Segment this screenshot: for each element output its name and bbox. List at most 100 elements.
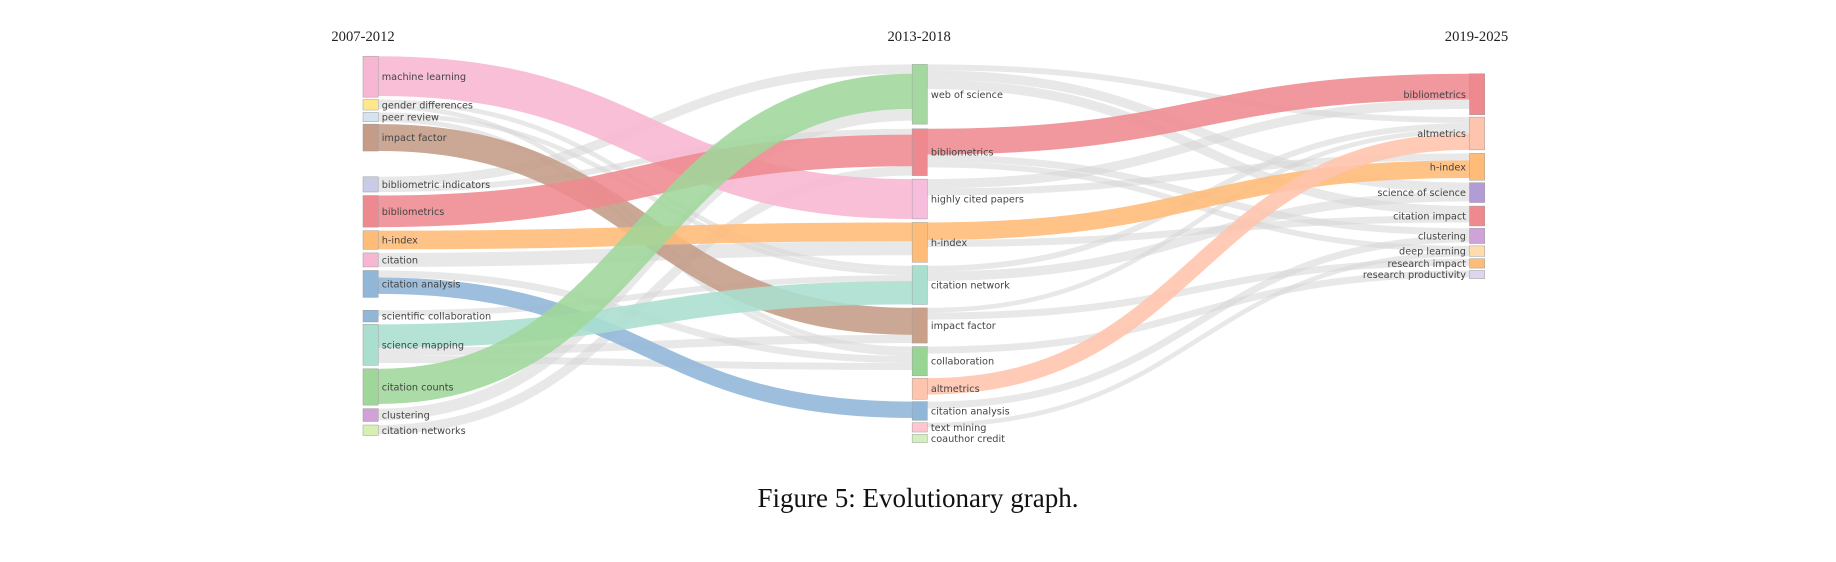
link-highly-cited-papers-to-bibliometrics: [927, 99, 1470, 189]
node-bar: [1469, 205, 1485, 227]
link-citation-analysis-to-clustering: [927, 235, 1470, 409]
link-bibliometrics-to-bibliometrics: [927, 73, 1470, 155]
node-label: citation counts: [382, 382, 454, 393]
node-citation: citation: [362, 252, 418, 268]
node-impact-factor: impact factor: [362, 123, 447, 152]
node-label: citation analysis: [382, 279, 461, 290]
node-label: citation: [382, 255, 418, 266]
node-bar: [362, 176, 379, 193]
node-label: science mapping: [382, 340, 464, 351]
node-label: highly cited papers: [931, 195, 1024, 206]
link-h-index-to-h-index: [927, 160, 1470, 241]
node-altmetrics: altmetrics: [1417, 116, 1485, 151]
link-science-mapping-to-citation-network: [378, 281, 913, 348]
link-impact-factor-to-altmetrics: [927, 128, 1470, 313]
node-science-mapping: science mapping: [362, 324, 464, 366]
node-machine-learning: machine learning: [362, 55, 466, 98]
node-bar: [362, 408, 379, 422]
node-bar: [362, 252, 379, 268]
node-citation-impact: citation impact: [1393, 205, 1485, 227]
node-bar: [911, 401, 928, 421]
node-label: research impact: [1388, 259, 1467, 270]
node-science-of-science: science of science: [1377, 182, 1485, 203]
link-text-mining-to-deep-learning: [927, 251, 1470, 428]
node-label: clustering: [1418, 231, 1466, 242]
node-clustering: clustering: [1418, 228, 1485, 244]
node-label: impact factor: [931, 321, 996, 332]
node-bar: [911, 178, 928, 220]
node-label: citation networks: [382, 426, 466, 437]
node-label: h-index: [1430, 162, 1466, 173]
node-label: impact factor: [382, 133, 447, 144]
node-bibliometric-indicators: bibliometric indicators: [362, 176, 490, 193]
node-label: scientific collaboration: [382, 312, 491, 323]
column-title-2007-2012: 2007-2012: [331, 29, 394, 45]
links-layer: [378, 56, 1470, 435]
node-bar: [1469, 245, 1485, 257]
node-h-index: h-index: [362, 230, 418, 250]
node-bar: [911, 307, 928, 344]
link-citation-analysis-to-citation-analysis: [378, 277, 913, 418]
link-citation-counts-to-web-of-science: [378, 73, 913, 404]
node-bar: [362, 230, 379, 250]
link-collaboration-to-research-productivity: [927, 270, 1470, 354]
node-bar: [1469, 270, 1485, 279]
node-label: h-index: [931, 238, 967, 249]
node-bibliometrics: bibliometrics: [1403, 73, 1485, 115]
node-label: citation analysis: [931, 406, 1010, 417]
node-bar: [362, 195, 379, 228]
node-label: collaboration: [931, 357, 994, 368]
node-bar: [362, 324, 379, 366]
node-bar: [1469, 153, 1485, 181]
column-title-2019-2025: 2019-2025: [1445, 29, 1508, 45]
node-bar: [362, 112, 379, 123]
node-label: bibliometrics: [1403, 90, 1466, 101]
node-label: bibliometrics: [931, 148, 994, 159]
node-altmetrics: altmetrics: [911, 377, 980, 400]
node-clustering: clustering: [362, 408, 430, 422]
node-coauthor-credit: coauthor credit: [911, 434, 1005, 445]
node-label: coauthor credit: [931, 434, 1005, 445]
link-machine-learning-to-highly-cited-papers: [378, 56, 913, 219]
node-bar: [1469, 182, 1485, 203]
node-citation-analysis: citation analysis: [362, 270, 461, 298]
node-bar: [1469, 116, 1485, 151]
node-h-index: h-index: [911, 222, 967, 263]
node-bar: [911, 265, 928, 305]
node-research-impact: research impact: [1388, 258, 1485, 270]
node-bar: [362, 99, 379, 111]
node-label: machine learning: [382, 72, 466, 83]
figure-caption: Figure 5: Evolutionary graph.: [757, 483, 1079, 513]
node-label: science of science: [1377, 188, 1466, 199]
node-label: altmetrics: [931, 384, 980, 395]
node-bar: [1469, 73, 1485, 115]
node-label: citation network: [931, 281, 1010, 292]
node-bar: [362, 270, 379, 298]
node-label: gender differences: [382, 100, 473, 111]
node-label: altmetrics: [1417, 129, 1466, 140]
node-label: citation impact: [1393, 212, 1466, 223]
node-collaboration: collaboration: [911, 346, 994, 377]
node-bar: [362, 55, 379, 98]
node-bar: [911, 377, 928, 400]
node-label: research productivity: [1363, 270, 1466, 281]
node-h-index: h-index: [1430, 153, 1485, 181]
node-bibliometrics: bibliometrics: [911, 128, 994, 176]
node-citation-analysis: citation analysis: [911, 401, 1010, 421]
node-bar: [362, 424, 379, 436]
node-label: h-index: [382, 236, 418, 247]
node-label: clustering: [382, 411, 430, 422]
node-gender-differences: gender differences: [362, 99, 473, 111]
node-research-productivity: research productivity: [1363, 270, 1485, 281]
node-bar: [362, 310, 379, 323]
node-bar: [1469, 228, 1485, 244]
node-label: bibliometric indicators: [382, 180, 490, 191]
node-bar: [911, 346, 928, 377]
node-bar: [362, 123, 379, 152]
node-label: text mining: [931, 423, 987, 434]
node-bar: [911, 222, 928, 263]
node-bar: [911, 422, 928, 433]
node-label: bibliometrics: [382, 207, 445, 218]
node-scientific-collaboration: scientific collaboration: [362, 310, 491, 323]
node-citation-network: citation network: [911, 265, 1010, 305]
